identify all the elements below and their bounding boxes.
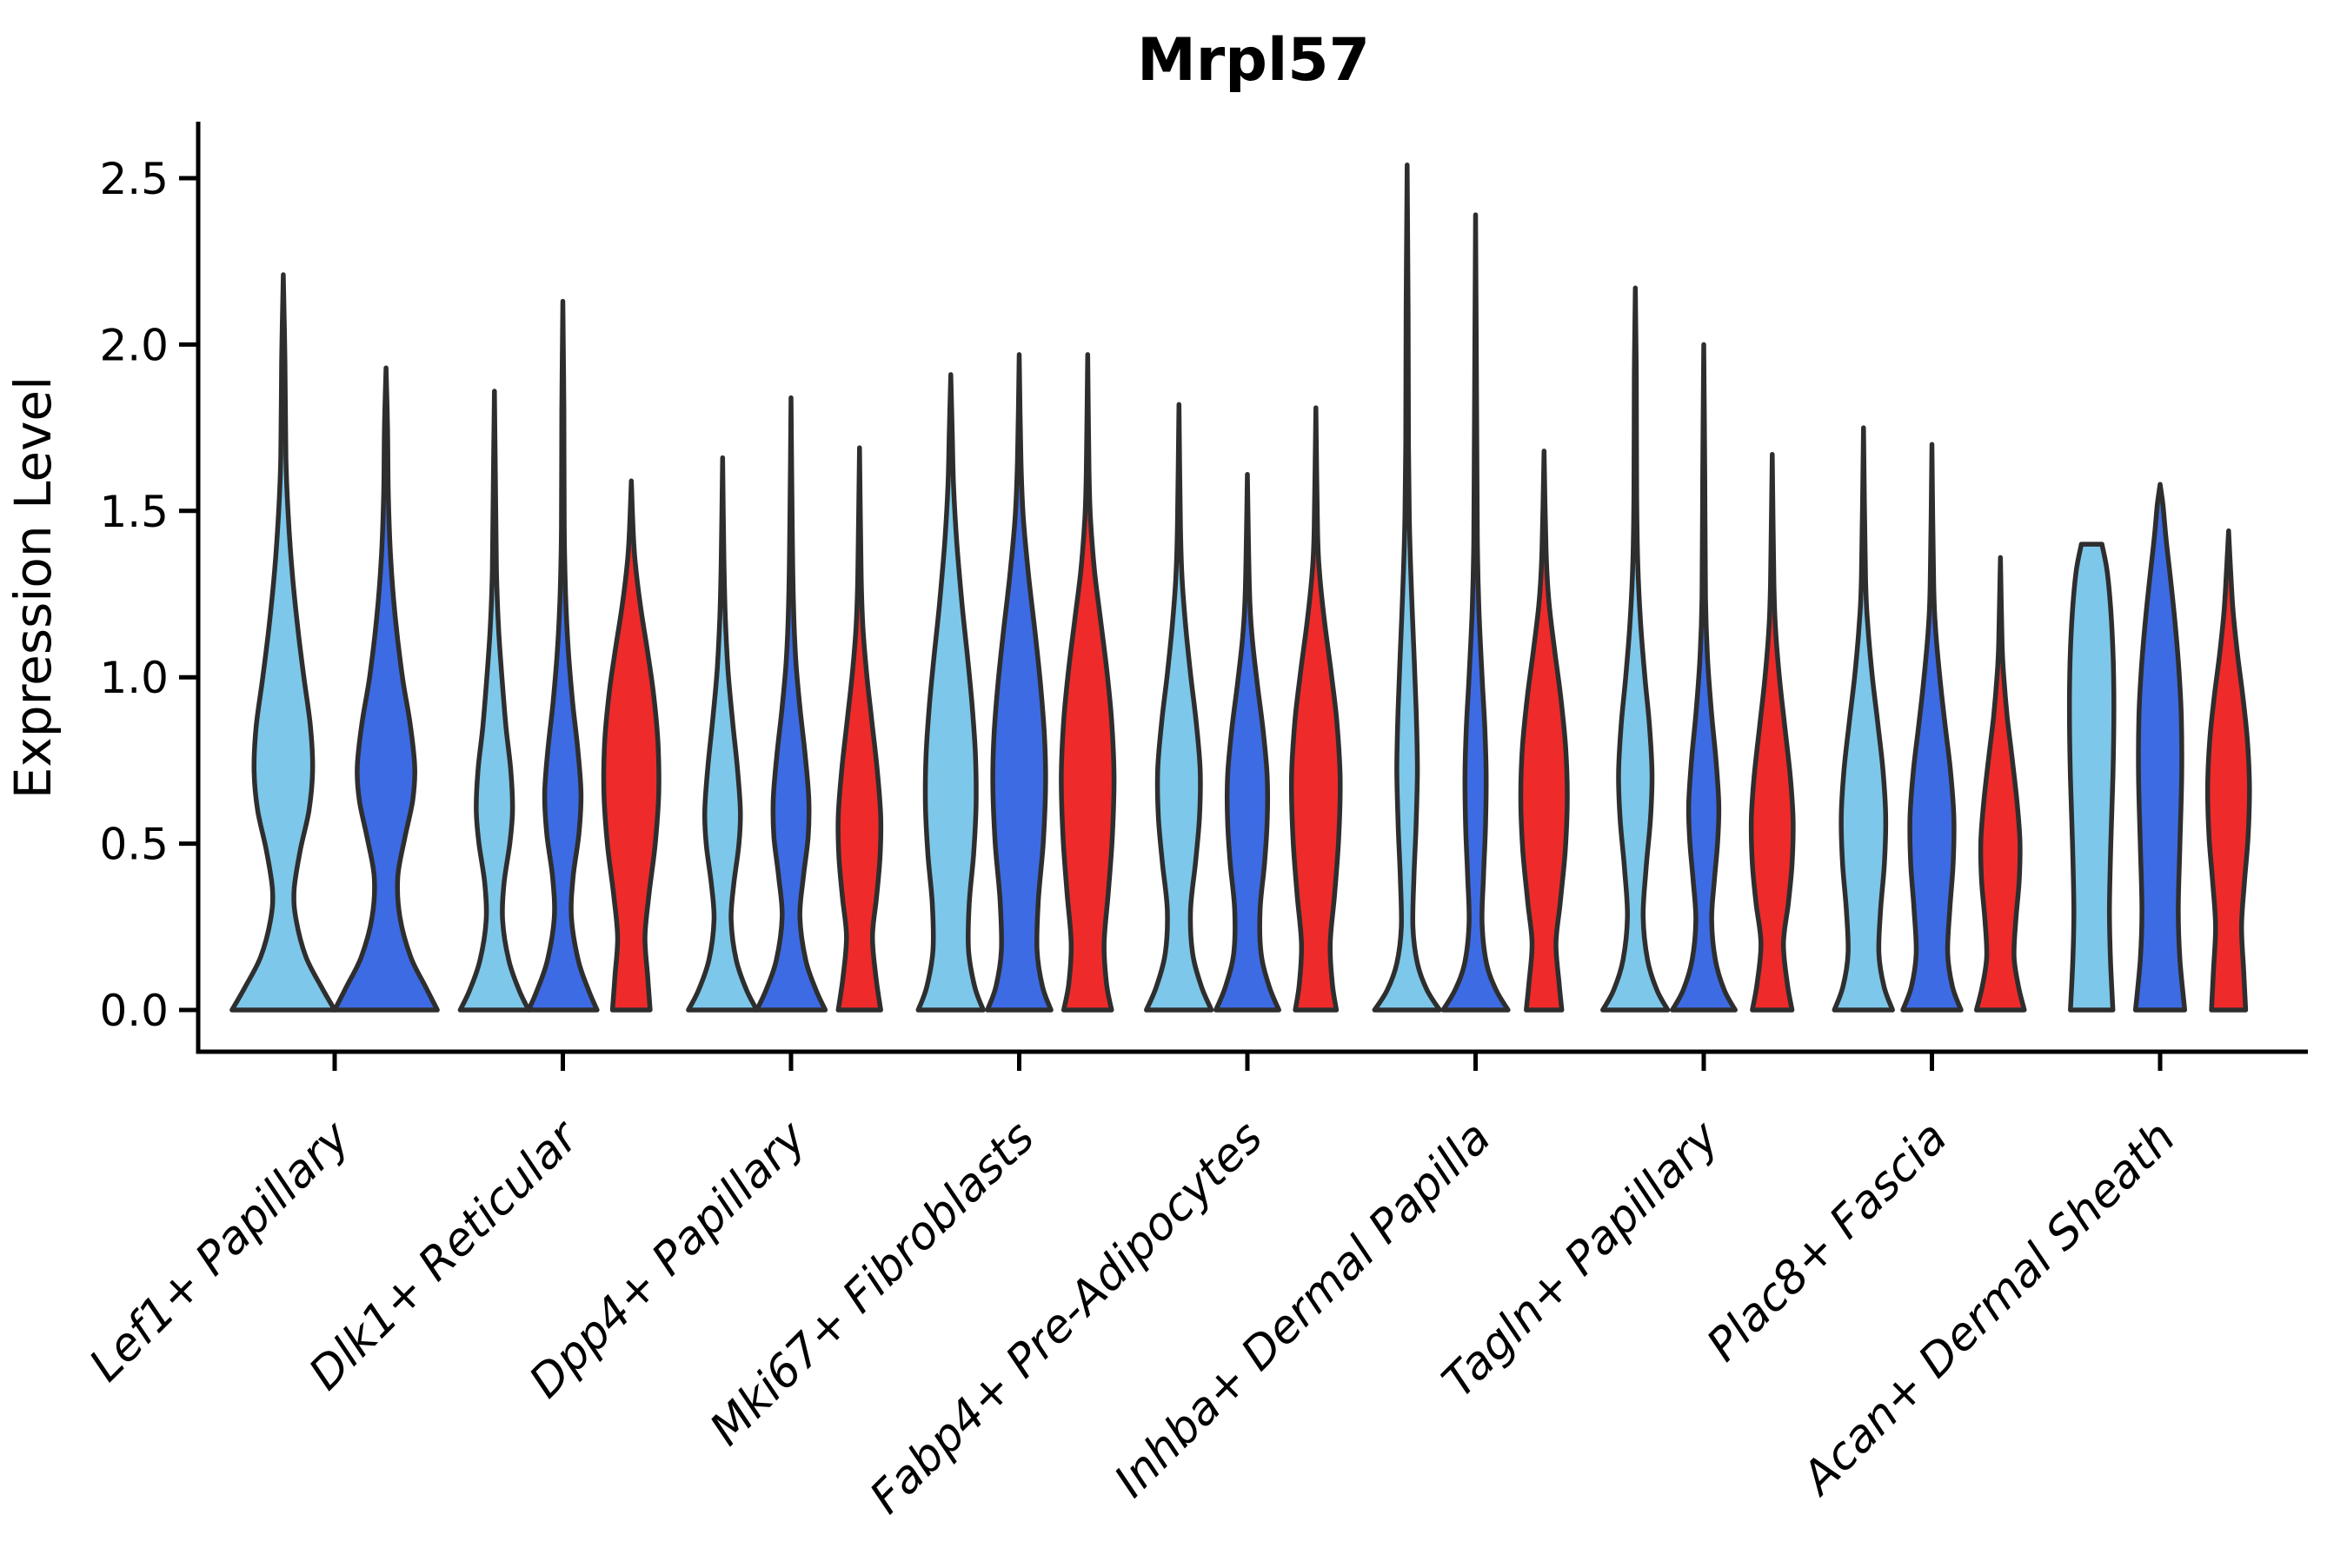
- violin-dpp4-papillary-red: [835, 445, 884, 1013]
- violin-dlk1-reticular-dark-blue: [526, 298, 600, 1013]
- violin-lef1-papillary-dark-blue: [332, 365, 440, 1013]
- violin-fabp4-pre-adipocytes-red: [1288, 405, 1343, 1013]
- violin-dlk1-reticular-light-blue: [457, 389, 531, 1013]
- violin-dlk1-reticular-red: [601, 478, 662, 1013]
- y-tick-label: 0.0: [99, 986, 169, 1036]
- violin-tagln-papillary-light-blue: [1600, 285, 1671, 1013]
- violin-tagln-papillary-red: [1748, 451, 1796, 1013]
- violin-inhba-dermal-papilla-light-blue: [1372, 162, 1442, 1013]
- violin-inhba-dermal-papilla-dark-blue: [1440, 212, 1511, 1013]
- violin-inhba-dermal-papilla-red: [1518, 448, 1570, 1013]
- violin-plac8-fascia-dark-blue: [1900, 442, 1964, 1013]
- violin-mki67-fibroblasts-light-blue: [915, 372, 986, 1013]
- violin-plac8-fascia-red: [1973, 555, 2027, 1013]
- violin-dpp4-papillary-dark-blue: [754, 395, 828, 1013]
- violin-acan-dermal-sheath-dark-blue: [2132, 482, 2188, 1013]
- violin-lef1-papillary-light-blue: [229, 272, 337, 1013]
- y-axis-label: Expression Level: [3, 376, 63, 799]
- y-tick-label: 1.0: [99, 653, 169, 703]
- violin-dpp4-papillary-light-blue: [686, 455, 760, 1013]
- violin-fabp4-pre-adipocytes-dark-blue: [1213, 471, 1281, 1013]
- violin-layer: [229, 162, 2252, 1013]
- y-tick-label: 0.5: [99, 820, 169, 870]
- violin-mki67-fibroblasts-dark-blue: [985, 352, 1054, 1013]
- violin-fabp4-pre-adipocytes-light-blue: [1144, 402, 1214, 1013]
- chart-title: Mrpl57: [1137, 26, 1370, 95]
- violin-acan-dermal-sheath-light-blue: [2066, 541, 2117, 1013]
- violin-acan-dermal-sheath-red: [2204, 528, 2252, 1013]
- y-tick-label: 1.5: [99, 487, 169, 537]
- violin-plac8-fascia-light-blue: [1832, 425, 1895, 1013]
- y-tick-label: 2.0: [99, 320, 169, 370]
- violin-mki67-fibroblasts-red: [1059, 352, 1117, 1013]
- y-tick-label: 2.5: [99, 154, 169, 204]
- violin-tagln-papillary-dark-blue: [1670, 342, 1738, 1013]
